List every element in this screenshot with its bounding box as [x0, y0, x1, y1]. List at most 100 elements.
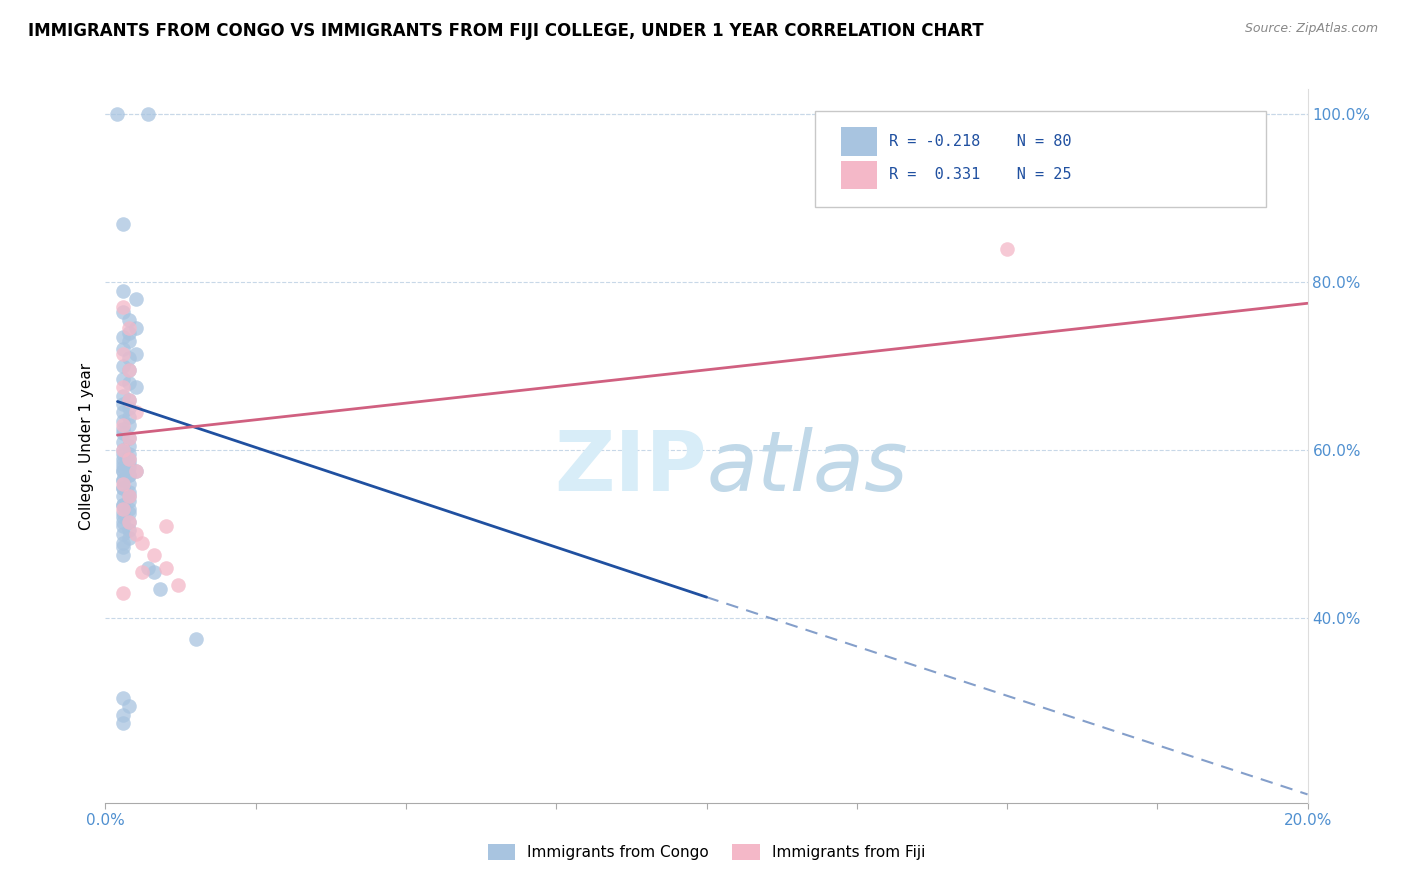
- Point: [112, 460, 135, 475]
- Point: [112, 451, 135, 466]
- Point: [112, 716, 135, 731]
- Point: [112, 372, 135, 386]
- Point: [142, 548, 165, 562]
- Point: [124, 464, 146, 478]
- Point: [124, 405, 146, 419]
- Point: [118, 431, 141, 445]
- Point: [112, 502, 135, 516]
- Point: [112, 414, 135, 428]
- Point: [118, 313, 141, 327]
- Point: [118, 523, 141, 537]
- Point: [112, 481, 135, 495]
- Point: [131, 535, 153, 549]
- Point: [112, 330, 135, 344]
- Point: [112, 417, 135, 432]
- Point: [112, 304, 135, 318]
- Point: [148, 582, 170, 596]
- Point: [118, 532, 141, 546]
- FancyBboxPatch shape: [814, 111, 1265, 207]
- Point: [112, 535, 135, 549]
- Point: [112, 284, 135, 298]
- Point: [118, 321, 141, 335]
- Point: [112, 498, 135, 512]
- Point: [118, 334, 141, 348]
- Point: [118, 363, 141, 377]
- Y-axis label: College, Under 1 year: College, Under 1 year: [79, 362, 94, 530]
- Point: [112, 346, 135, 360]
- Point: [118, 431, 141, 445]
- Point: [118, 451, 141, 466]
- Point: [112, 690, 135, 705]
- Point: [112, 527, 135, 541]
- Point: [136, 107, 159, 121]
- Point: [112, 540, 135, 554]
- Point: [118, 401, 141, 416]
- Point: [112, 473, 135, 487]
- Point: [112, 397, 135, 411]
- Point: [112, 422, 135, 436]
- Point: [112, 456, 135, 470]
- Point: [112, 481, 135, 495]
- Point: [112, 707, 135, 722]
- Point: [112, 476, 135, 491]
- Point: [112, 447, 135, 461]
- Point: [118, 451, 141, 466]
- Point: [124, 292, 146, 306]
- Point: [124, 464, 146, 478]
- Point: [118, 468, 141, 483]
- Point: [118, 460, 141, 475]
- Bar: [841, 127, 877, 155]
- Point: [131, 565, 153, 579]
- Point: [118, 515, 141, 529]
- Point: [118, 489, 141, 503]
- Point: [112, 586, 135, 600]
- Point: [118, 326, 141, 340]
- Point: [112, 464, 135, 478]
- Text: R =  0.331    N = 25: R = 0.331 N = 25: [889, 168, 1071, 182]
- Point: [112, 464, 135, 478]
- Point: [118, 476, 141, 491]
- Point: [124, 321, 146, 335]
- Point: [107, 107, 129, 121]
- Point: [112, 359, 135, 374]
- Text: ZIP: ZIP: [554, 427, 707, 508]
- Point: [118, 506, 141, 520]
- Point: [118, 351, 141, 365]
- Point: [155, 560, 177, 574]
- Point: [166, 577, 188, 591]
- Point: [118, 468, 141, 483]
- Point: [112, 498, 135, 512]
- Point: [112, 473, 135, 487]
- Point: [118, 699, 141, 714]
- Point: [112, 506, 135, 520]
- Point: [112, 548, 135, 562]
- Point: [118, 515, 141, 529]
- Point: [112, 380, 135, 394]
- Point: [124, 380, 146, 394]
- Point: [118, 392, 141, 407]
- Point: [112, 426, 135, 441]
- Point: [118, 502, 141, 516]
- Point: [118, 489, 141, 503]
- Point: [995, 242, 1018, 256]
- Point: [112, 301, 135, 315]
- Point: [155, 518, 177, 533]
- Bar: [841, 161, 877, 189]
- Point: [124, 346, 146, 360]
- Point: [118, 439, 141, 453]
- Text: Source: ZipAtlas.com: Source: ZipAtlas.com: [1244, 22, 1378, 36]
- Point: [112, 405, 135, 419]
- Point: [112, 217, 135, 231]
- Point: [118, 456, 141, 470]
- Point: [118, 493, 141, 508]
- Point: [118, 417, 141, 432]
- Point: [112, 489, 135, 503]
- Point: [112, 515, 135, 529]
- Text: IMMIGRANTS FROM CONGO VS IMMIGRANTS FROM FIJI COLLEGE, UNDER 1 YEAR CORRELATION : IMMIGRANTS FROM CONGO VS IMMIGRANTS FROM…: [28, 22, 984, 40]
- Point: [112, 510, 135, 524]
- Point: [112, 389, 135, 403]
- Point: [118, 485, 141, 500]
- Point: [118, 392, 141, 407]
- Text: R = -0.218    N = 80: R = -0.218 N = 80: [889, 134, 1071, 149]
- Point: [112, 343, 135, 357]
